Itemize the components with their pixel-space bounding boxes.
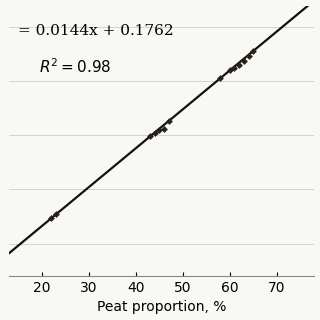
Point bbox=[166, 118, 171, 123]
Point bbox=[53, 212, 58, 217]
Point bbox=[152, 130, 157, 135]
Point bbox=[161, 126, 166, 131]
Point bbox=[218, 76, 223, 81]
Point bbox=[246, 53, 251, 58]
Text: = 0.0144x + 0.1762: = 0.0144x + 0.1762 bbox=[18, 25, 173, 38]
Point bbox=[227, 68, 232, 73]
Point bbox=[49, 216, 54, 221]
Point bbox=[232, 65, 237, 70]
Point bbox=[147, 134, 152, 139]
Point bbox=[251, 49, 256, 54]
Point bbox=[157, 127, 162, 132]
X-axis label: Peat proportion, %: Peat proportion, % bbox=[97, 300, 226, 315]
Point bbox=[236, 62, 242, 68]
Point bbox=[241, 59, 246, 64]
Text: $R^2 = 0.98$: $R^2 = 0.98$ bbox=[39, 57, 112, 76]
